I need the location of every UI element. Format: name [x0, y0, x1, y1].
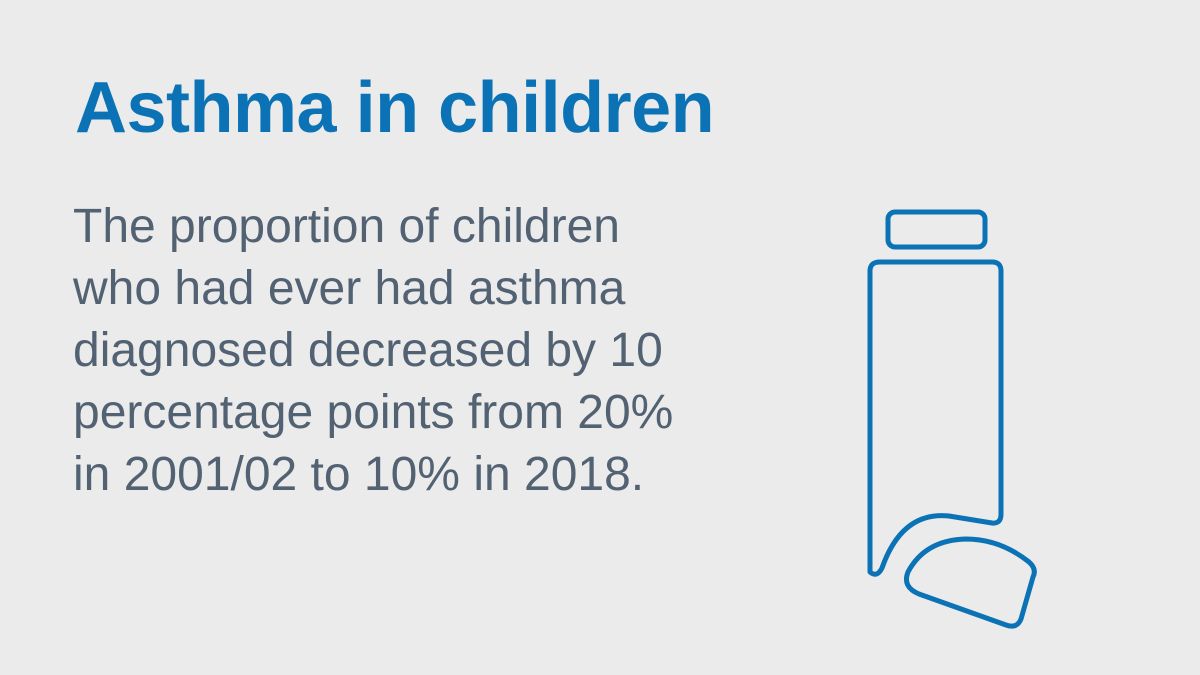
body-line: in 2001/02 to 10% in 2018. [73, 448, 645, 501]
body-line: diagnosed decreased by 10 [73, 324, 663, 377]
card-body-text: The proportion of children who had ever … [73, 196, 833, 506]
inhaler-mouthpiece-shape [903, 536, 1037, 629]
inhaler-icon [867, 209, 1037, 629]
body-line: percentage points from 20% [73, 386, 674, 439]
body-line: who had ever had asthma [73, 262, 626, 315]
body-line: The proportion of children [73, 200, 620, 253]
inhaler-cap-shape [885, 209, 988, 250]
inhaler-body-shape [867, 259, 1004, 577]
card-title: Asthma in children [75, 68, 715, 148]
